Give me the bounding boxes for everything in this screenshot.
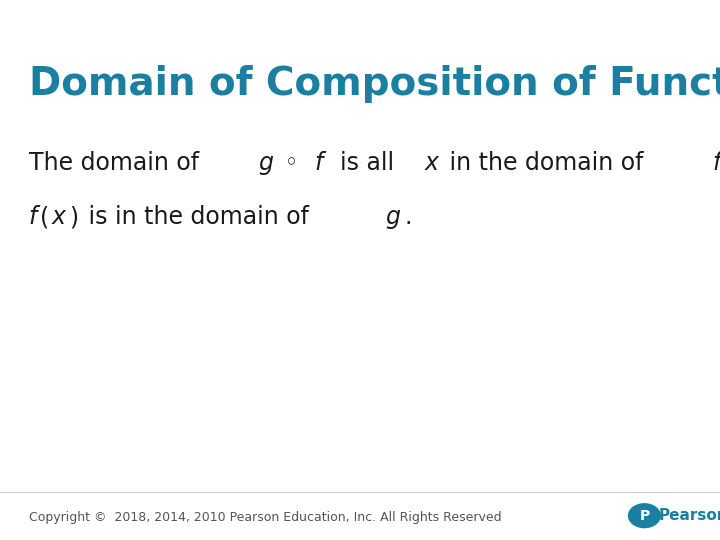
Text: x: x [51,205,66,229]
Text: is in the domain of: is in the domain of [81,205,317,229]
Text: P: P [639,509,649,523]
Text: .: . [405,205,412,229]
Text: f: f [712,151,720,175]
Text: f: f [315,151,323,175]
Text: g: g [258,151,273,175]
Text: ): ) [69,205,78,229]
Text: g: g [385,205,400,229]
Text: Domain of Composition of Functions: Domain of Composition of Functions [29,65,720,103]
Text: (: ( [40,205,49,229]
Text: x: x [424,151,438,175]
Text: is all: is all [325,151,402,175]
Text: Pearson: Pearson [659,508,720,523]
Text: The domain of: The domain of [29,151,207,175]
Text: f: f [29,205,37,229]
Text: ◦: ◦ [277,151,306,175]
Text: Copyright ©  2018, 2014, 2010 Pearson Education, Inc. All Rights Reserved: Copyright © 2018, 2014, 2010 Pearson Edu… [29,511,501,524]
Circle shape [629,504,660,528]
Text: in the domain of: in the domain of [442,151,652,175]
